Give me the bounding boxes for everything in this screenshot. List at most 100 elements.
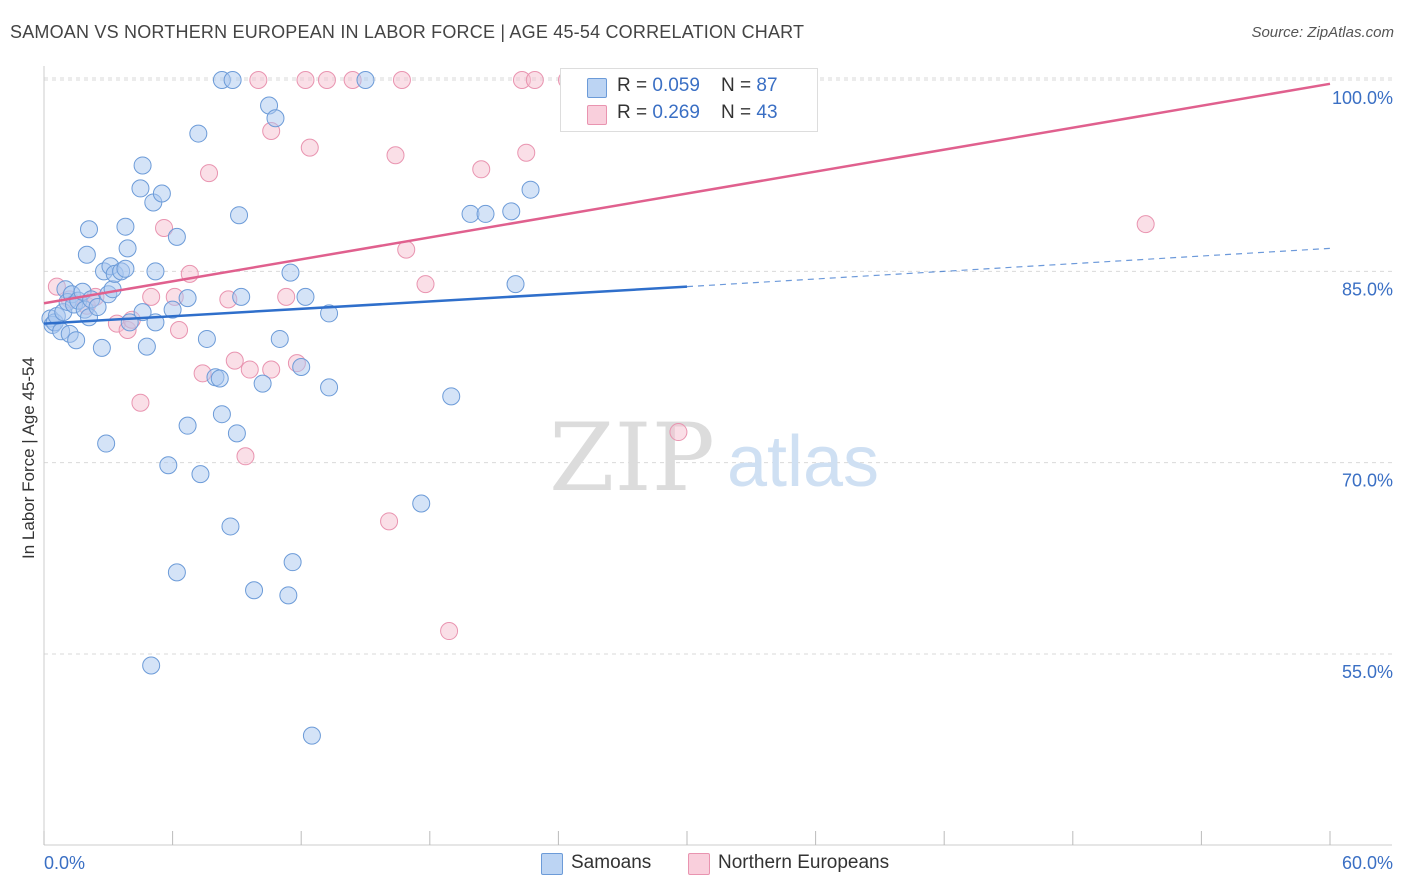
source-label: Source: ZipAtlas.com — [1251, 24, 1394, 41]
samoan-trend-line — [43, 285, 688, 325]
northern-point — [296, 71, 315, 89]
samoan-point — [302, 726, 321, 745]
northern-point — [472, 160, 491, 179]
samoan-point — [133, 156, 152, 175]
legend-swatch-northern — [587, 105, 607, 125]
samoan-point — [296, 287, 315, 306]
northern-point — [170, 321, 189, 340]
samoan-point — [163, 300, 182, 319]
northern-point — [380, 512, 399, 531]
samoan-point — [230, 206, 249, 225]
samoan-point — [159, 456, 178, 475]
samoan-trend-extension — [686, 247, 1331, 288]
y-tick-label: 85.0% — [1342, 279, 1393, 299]
samoan-point — [521, 180, 540, 199]
northern-point — [517, 143, 536, 162]
northern-point — [386, 146, 405, 165]
northern-point — [277, 287, 296, 306]
samoan-point — [283, 553, 302, 572]
samoan-point — [212, 405, 231, 424]
northern-point — [300, 138, 319, 157]
northern-point — [1136, 215, 1155, 234]
samoan-point — [281, 263, 300, 282]
tick-labels: 55.0% 70.0% 85.0% 100.0% 0.0% 60.0% — [44, 88, 1393, 873]
samoan-point — [80, 220, 99, 239]
northern-point — [440, 622, 459, 641]
northern-point — [240, 360, 259, 379]
samoan-point — [227, 424, 246, 443]
northern-point — [142, 287, 161, 306]
samoan-point — [506, 275, 525, 294]
watermark: ZIP atlas — [549, 404, 879, 513]
y-tick-label: 70.0% — [1342, 471, 1393, 491]
samoan-point — [191, 465, 210, 484]
samoan-point — [178, 289, 197, 308]
samoan-point — [412, 494, 431, 513]
samoan-point — [133, 303, 152, 322]
chart-title: SAMOAN VS NORTHERN EUROPEAN IN LABOR FOR… — [10, 22, 805, 42]
northern-point — [131, 393, 150, 412]
samoan-point — [356, 71, 375, 89]
samoan-point — [142, 656, 161, 675]
y-tick-label: 100.0% — [1332, 88, 1393, 108]
samoan-point — [146, 262, 165, 281]
samoan-point — [137, 337, 156, 356]
samoan-point — [270, 329, 289, 348]
legend-text-northern: R = 0.269 N = 43 — [617, 102, 778, 123]
samoan-point — [116, 259, 135, 278]
samoan-point — [502, 202, 521, 221]
northern-point — [416, 275, 435, 294]
bottom-legend-label-northern: Northern Europeans — [718, 852, 890, 873]
samoan-point — [223, 71, 242, 89]
northern-point — [249, 71, 268, 89]
samoan-point — [320, 304, 339, 323]
northern-point — [155, 218, 174, 237]
samoan-point — [210, 369, 229, 388]
northern-point — [392, 71, 411, 89]
bottom-legend-label-samoans: Samoans — [571, 852, 652, 873]
trend-lines — [43, 82, 1331, 325]
watermark-zip: ZIP — [549, 404, 715, 513]
samoan-point — [88, 298, 107, 317]
samoan-point — [103, 280, 122, 299]
samoan-point — [118, 239, 137, 258]
samoan-point — [292, 358, 311, 376]
samoan-point — [476, 204, 495, 223]
samoan-point — [178, 416, 197, 435]
samoan-point — [232, 287, 251, 306]
samoan-point — [442, 387, 461, 406]
y-tick-label: 55.0% — [1342, 662, 1393, 682]
northern-point — [236, 447, 255, 466]
northern-point — [262, 360, 281, 379]
x-tick-label-max: 60.0% — [1342, 853, 1393, 873]
northern-point — [225, 351, 244, 370]
samoan-point — [152, 184, 171, 203]
samoan-point — [67, 331, 86, 350]
samoan-point — [167, 227, 186, 246]
bottom-legend-swatch-samoans — [541, 853, 563, 875]
legend-text-samoans: R = 0.059 N = 87 — [617, 75, 778, 96]
axes — [43, 66, 1392, 846]
samoan-point — [131, 179, 150, 198]
samoan-point — [116, 217, 135, 236]
x-tick-label-min: 0.0% — [44, 853, 85, 873]
northern-point — [525, 71, 544, 89]
samoan-point — [221, 517, 240, 536]
samoan-point — [197, 329, 216, 348]
samoan-point — [253, 374, 272, 393]
watermark-atlas: atlas — [727, 422, 879, 502]
samoan-point — [279, 586, 298, 605]
samoan-point — [92, 338, 111, 357]
bottom-legend-swatch-northern — [688, 853, 710, 875]
northern-trend-line — [43, 82, 1331, 305]
northern-point — [200, 164, 219, 183]
samoan-point — [167, 563, 186, 582]
legend-swatch-samoans — [587, 78, 607, 98]
northern-point — [317, 71, 336, 89]
y-axis-label: In Labor Force | Age 45-54 — [19, 357, 38, 559]
correlation-legend: R = 0.059 N = 87 R = 0.269 N = 43 — [560, 68, 818, 132]
samoan-point — [266, 109, 285, 128]
samoan-point — [77, 245, 96, 264]
samoan-point — [245, 581, 264, 600]
